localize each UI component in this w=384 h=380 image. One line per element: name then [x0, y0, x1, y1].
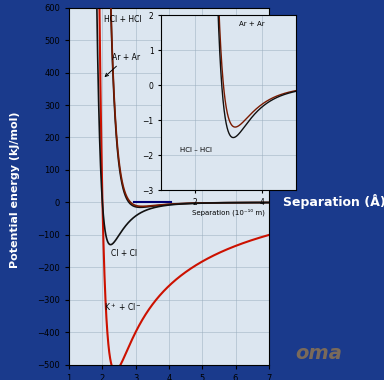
Text: oma: oma: [295, 344, 342, 363]
Text: Cl + Cl: Cl + Cl: [111, 249, 137, 258]
Text: HCl + HCl: HCl + HCl: [104, 15, 142, 24]
Text: Ar + Ar: Ar + Ar: [238, 21, 264, 27]
Text: Separation (Å): Separation (Å): [283, 194, 384, 209]
Text: Potential energy (kJ/mol): Potential energy (kJ/mol): [10, 112, 20, 268]
Text: K$^+$ + Cl$^-$: K$^+$ + Cl$^-$: [104, 301, 142, 313]
X-axis label: Separation (10⁻¹⁰ m): Separation (10⁻¹⁰ m): [192, 208, 265, 215]
Text: HCl – HCl: HCl – HCl: [180, 147, 212, 152]
Text: Ar + Ar: Ar + Ar: [105, 52, 141, 76]
